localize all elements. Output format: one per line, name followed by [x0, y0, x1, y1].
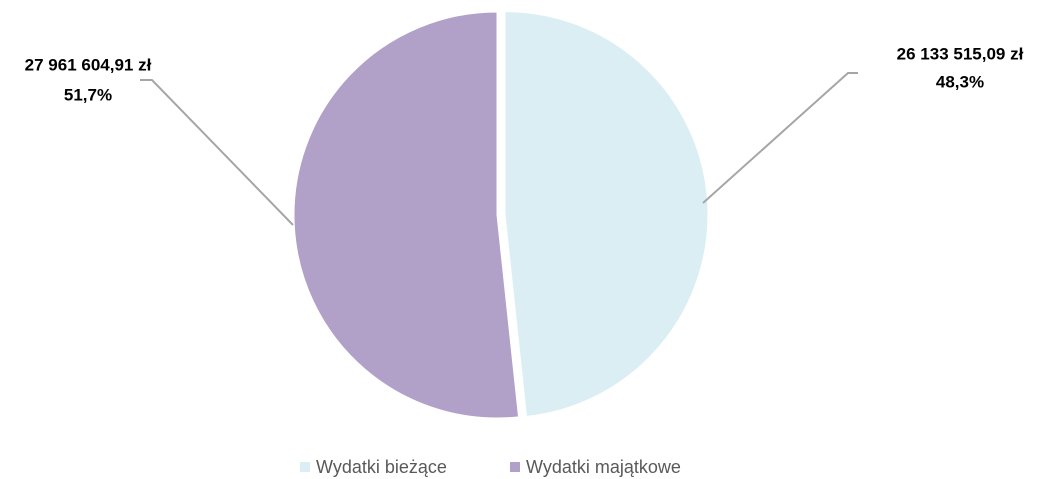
legend-swatch [510, 462, 520, 472]
data-label: 27 961 604,91 zł [25, 55, 152, 74]
leader-line [140, 79, 294, 226]
legend-label: Wydatki majątkowe [526, 457, 681, 477]
percent-label: 51,7% [64, 85, 112, 104]
leader-line [702, 72, 858, 204]
pie-slice [504, 11, 709, 417]
data-label: 26 133 515,09 zł [897, 44, 1024, 63]
percent-label: 48,3% [936, 72, 984, 91]
legend-swatch [300, 462, 310, 472]
pie-slice [293, 11, 520, 419]
legend-label: Wydatki bieżące [316, 457, 447, 477]
